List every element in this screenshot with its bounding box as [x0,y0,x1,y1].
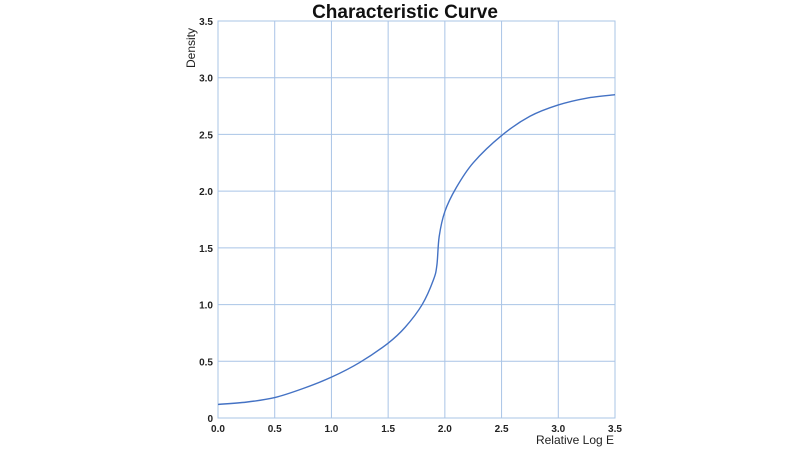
chart-title: Characteristic Curve [312,2,498,23]
y-tick-label: 3.0 [199,74,213,85]
y-tick-label: 3.5 [199,17,213,28]
x-axis-label: Relative Log E [536,433,614,447]
tick-labels: 0.0 0.5 1.0 1.5 2.0 2.5 3.0 3.5 0 0.5 1.0 1.5 2.0 2.5… [199,17,622,435]
gridlines [217,20,616,419]
x-tick-label: 2.5 [495,424,509,435]
y-tick-label: 1.0 [199,301,213,312]
y-axis-label: Density [184,28,198,68]
y-tick-label: 2.0 [199,187,213,198]
x-tick-label: 1.0 [324,424,338,435]
x-tick-label: 1.5 [381,424,395,435]
plot-frame [217,20,616,419]
x-tick-label: 2.0 [438,424,452,435]
x-tick-label: 3.5 [608,424,622,435]
y-tick-label: 0 [207,414,213,425]
y-tick-label: 1.5 [199,244,213,255]
y-tick-label: 0.5 [199,357,213,368]
characteristic-curve-line [217,94,616,406]
x-tick-label: 0.5 [268,424,282,435]
x-tick-label: 3.0 [551,424,565,435]
y-tick-label: 2.5 [199,130,213,141]
x-tick-label: 0.0 [211,424,225,435]
